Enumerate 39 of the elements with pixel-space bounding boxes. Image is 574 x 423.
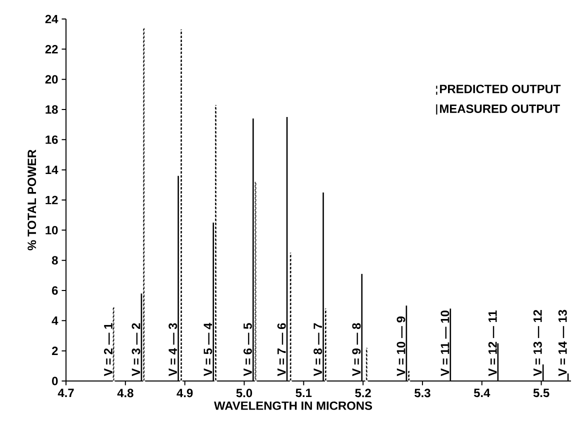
x-tick-label: 5.0: [236, 388, 252, 398]
annotation: V = 6 — 5: [243, 323, 252, 376]
annotation: V = 5 — 4: [204, 322, 212, 376]
legend-label: MEASURED OUTPUT: [440, 104, 560, 113]
x-tick-label: 5.2: [355, 388, 371, 398]
y-tick-label: 20: [45, 75, 58, 84]
y-tick-label: 16: [46, 135, 58, 144]
y-axis-title: % TOTAL POWER: [28, 150, 36, 250]
y-tick-label: 10: [46, 226, 58, 234]
annotation: V = 13 — 12: [533, 310, 542, 376]
y-tick-label: 24: [45, 14, 58, 24]
y-tick-label: 12: [46, 196, 58, 204]
y-tick-label: 6: [52, 286, 58, 295]
legend-label: PREDICTED OUTPUT: [440, 84, 561, 94]
x-tick-label: 4.7: [58, 388, 74, 397]
x-axis-title: WAVELENGTH IN MICRONS: [214, 401, 372, 410]
x-tick-label: 5.5: [533, 388, 550, 398]
x-tick-label: 4.9: [176, 388, 193, 398]
x-tick-label: 4.8: [117, 388, 134, 398]
y-tick-label: 0: [52, 376, 58, 386]
annotation: V = 11 — 10: [440, 310, 450, 376]
y-tick-label: 22: [45, 44, 58, 54]
y-tick-label: 18: [46, 105, 58, 114]
annotation: V = 8 — 7: [314, 323, 322, 376]
x-tick-label: 5.4: [474, 388, 490, 398]
annotation: V = 10 — 9: [396, 316, 406, 376]
y-tick-label: 8: [52, 256, 58, 265]
y-tick-label: 14: [46, 166, 58, 174]
annotation: V = 9 — 8: [352, 323, 361, 376]
annotation: V = 7 — 6: [277, 323, 286, 376]
y-tick-label: 4: [52, 316, 58, 325]
x-tick-label: 5.1: [296, 388, 312, 398]
annotation: V = 3 — 2: [132, 323, 140, 376]
annotation: V = 12 — 11: [488, 310, 497, 376]
x-tick-label: 5.3: [414, 388, 430, 398]
annotation: V = 4 — 3: [168, 323, 178, 376]
annotation: V = 2 — 1: [104, 323, 112, 376]
annotation: V = 14 — 13: [558, 310, 567, 376]
y-tick-label: 2: [52, 346, 58, 356]
